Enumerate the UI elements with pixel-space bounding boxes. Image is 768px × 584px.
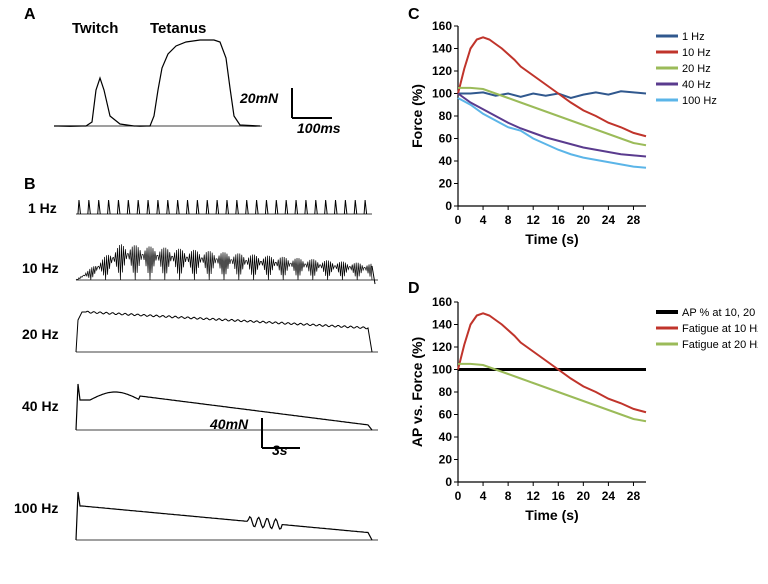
svg-text:AP % at 10, 20 Hz: AP % at 10, 20 Hz <box>682 307 758 319</box>
svg-text:0: 0 <box>455 213 462 227</box>
svg-text:28: 28 <box>627 489 641 503</box>
svg-text:24: 24 <box>602 213 616 227</box>
svg-text:40: 40 <box>439 430 453 444</box>
panel-c-plot: 0 20 40 60 80 100 120 140 160 0 4 8 12 16 20 24 28 Force … <box>408 20 758 250</box>
svg-text:12: 12 <box>527 213 541 227</box>
panel-a-trace <box>30 28 390 158</box>
svg-text:Time (s): Time (s) <box>525 507 578 523</box>
b-40hz: 40 Hz <box>22 398 59 414</box>
svg-text:12: 12 <box>527 489 541 503</box>
panel-b-scalebar <box>232 412 352 472</box>
svg-text:120: 120 <box>432 340 452 354</box>
svg-text:10 Hz: 10 Hz <box>682 47 711 59</box>
svg-text:120: 120 <box>432 64 452 78</box>
panel-b-traces <box>72 184 412 584</box>
svg-text:4: 4 <box>480 213 487 227</box>
svg-text:20 Hz: 20 Hz <box>682 63 711 75</box>
b-100hz: 100 Hz <box>14 500 58 516</box>
svg-text:140: 140 <box>432 318 452 332</box>
svg-text:80: 80 <box>439 109 453 123</box>
svg-text:0: 0 <box>445 475 452 489</box>
svg-text:Force (%): Force (%) <box>409 84 425 148</box>
svg-text:0: 0 <box>455 489 462 503</box>
svg-text:Time (s): Time (s) <box>525 231 578 247</box>
svg-text:Fatigue at 10 Hz: Fatigue at 10 Hz <box>682 323 758 335</box>
svg-text:80: 80 <box>439 385 453 399</box>
svg-text:160: 160 <box>432 20 452 33</box>
svg-text:0: 0 <box>445 199 452 213</box>
panel-b-scale-h: 3s <box>272 442 288 458</box>
figure: A B C D Twitch Tetanus 20mN 100ms 1 Hz 1… <box>0 0 768 579</box>
svg-text:160: 160 <box>432 296 452 309</box>
svg-text:100: 100 <box>432 363 452 377</box>
panel-d-plot: 0 20 40 60 80 100 120 140 160 0 4 8 12 16 20 24 28 AP vs.… <box>408 296 758 526</box>
svg-text:28: 28 <box>627 213 641 227</box>
svg-text:16: 16 <box>552 213 566 227</box>
panel-a-label: A <box>24 6 36 24</box>
svg-text:40 Hz: 40 Hz <box>682 79 711 91</box>
svg-text:24: 24 <box>602 489 616 503</box>
b-10hz: 10 Hz <box>22 260 59 276</box>
svg-text:60: 60 <box>439 132 453 146</box>
panel-b-scale-v: 40mN <box>210 416 248 432</box>
svg-text:140: 140 <box>432 42 452 56</box>
svg-text:40: 40 <box>439 154 453 168</box>
svg-text:20: 20 <box>577 213 591 227</box>
svg-text:100 Hz: 100 Hz <box>682 95 717 107</box>
svg-text:20: 20 <box>577 489 591 503</box>
panel-a-scalebar <box>292 88 332 118</box>
svg-text:16: 16 <box>552 489 566 503</box>
svg-text:100: 100 <box>432 87 452 101</box>
svg-text:8: 8 <box>505 489 512 503</box>
svg-text:8: 8 <box>505 213 512 227</box>
svg-text:1 Hz: 1 Hz <box>682 31 705 43</box>
svg-text:20: 20 <box>439 177 453 191</box>
panel-b-label: B <box>24 176 36 194</box>
svg-text:AP vs. Force (%): AP vs. Force (%) <box>409 337 425 447</box>
svg-text:20: 20 <box>439 453 453 467</box>
b-1hz: 1 Hz <box>28 200 57 216</box>
panel-a-scale-v: 20mN <box>240 90 278 106</box>
b-20hz: 20 Hz <box>22 326 59 342</box>
svg-text:Fatigue at 20 Hz: Fatigue at 20 Hz <box>682 339 758 351</box>
svg-text:60: 60 <box>439 408 453 422</box>
svg-text:4: 4 <box>480 489 487 503</box>
panel-a-scale-h: 100ms <box>297 120 341 136</box>
